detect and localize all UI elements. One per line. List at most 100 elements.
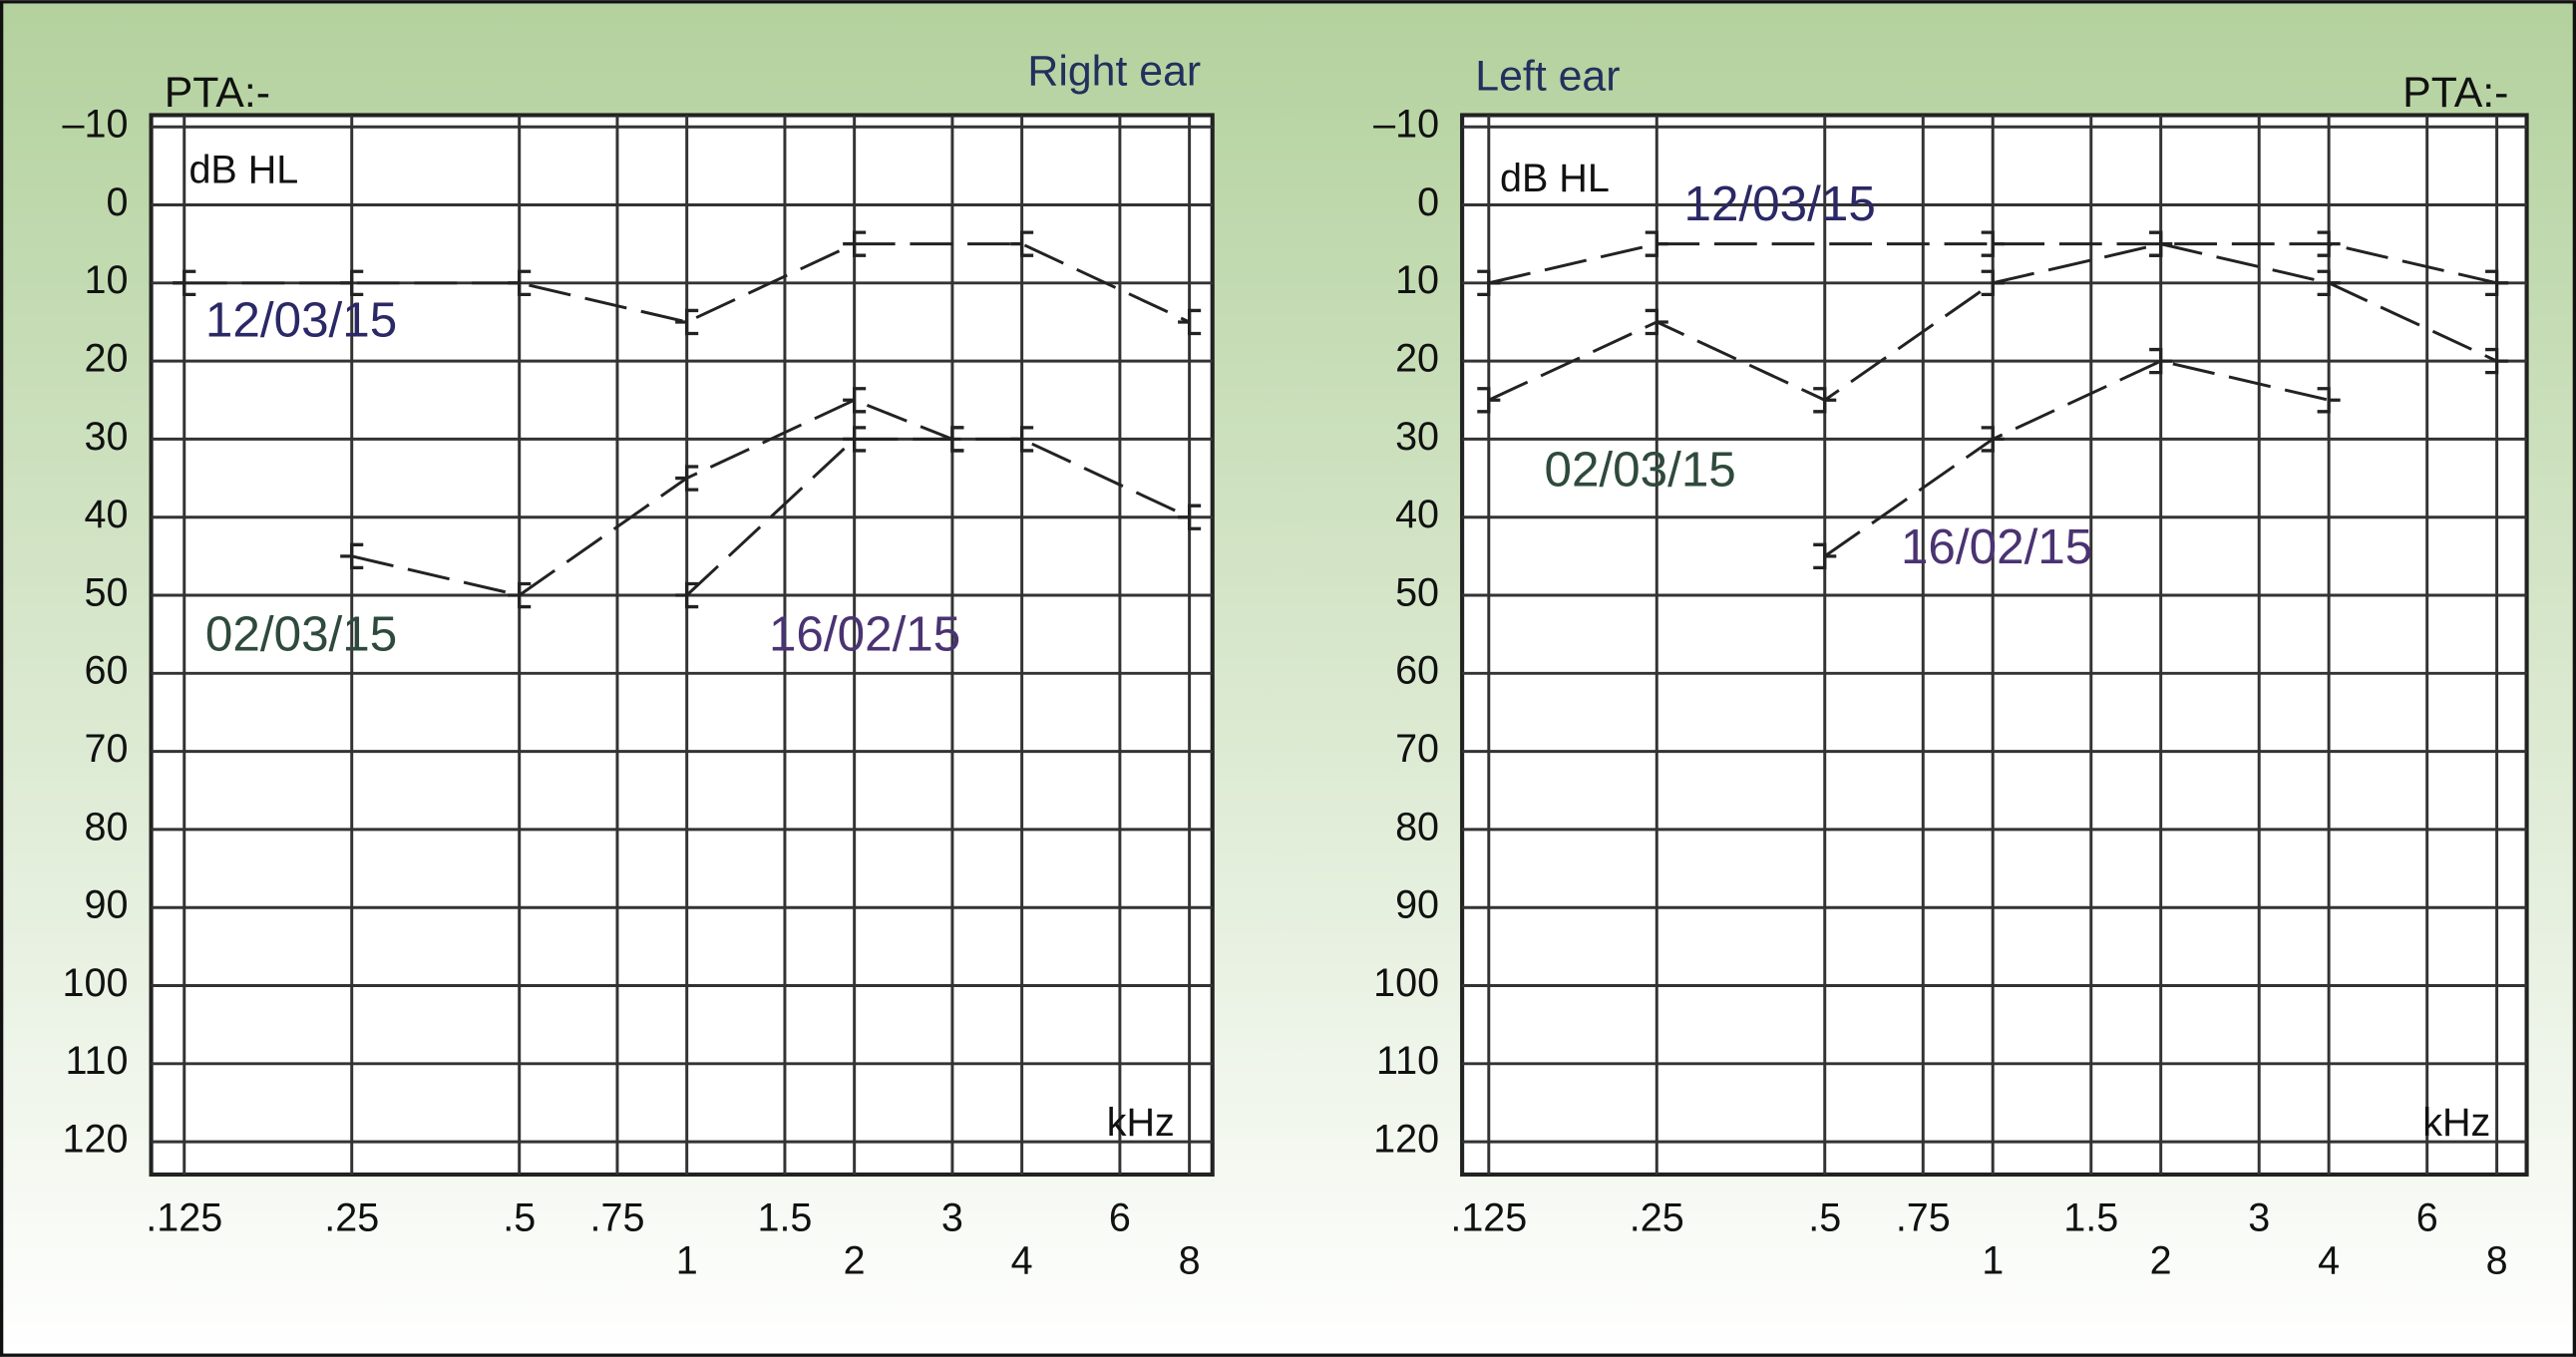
y-tick-label: 50 xyxy=(85,570,129,614)
y-tick-label: 0 xyxy=(107,180,129,224)
x-tick-label: .75 xyxy=(589,1196,644,1240)
y-tick-label: 70 xyxy=(85,727,129,771)
y-tick-label: 0 xyxy=(1417,180,1439,224)
data-marker xyxy=(1477,387,1501,414)
x-tick-label: 1.5 xyxy=(2063,1196,2118,1240)
x-tick-label: .75 xyxy=(1896,1196,1951,1240)
y-axis-label: dB HL xyxy=(188,149,298,192)
data-marker xyxy=(508,269,532,296)
data-marker xyxy=(1010,230,1034,257)
series-label: 16/02/15 xyxy=(769,606,960,661)
y-tick-label: 90 xyxy=(85,883,129,927)
x-tick-label: 8 xyxy=(1179,1238,1201,1282)
data-marker xyxy=(843,230,867,257)
y-tick-label: 80 xyxy=(1395,805,1439,848)
x-tick-label: 6 xyxy=(1109,1196,1131,1240)
x-tick-label: .125 xyxy=(146,1196,222,1240)
x-tick-label: 1 xyxy=(676,1238,698,1282)
series-label: 02/03/15 xyxy=(1544,443,1735,498)
data-marker xyxy=(340,269,364,296)
x-tick-label: .25 xyxy=(1630,1196,1684,1240)
data-marker xyxy=(1981,426,2005,453)
y-tick-label: 120 xyxy=(63,1118,129,1162)
data-marker xyxy=(1645,308,1668,336)
x-tick-label: .5 xyxy=(1808,1196,1841,1240)
y-tick-label: 20 xyxy=(85,337,129,381)
data-marker xyxy=(2149,347,2173,375)
x-tick-label: .25 xyxy=(324,1196,379,1240)
series-line xyxy=(1823,359,2330,558)
data-marker xyxy=(1477,269,1501,296)
data-marker xyxy=(2485,347,2509,375)
data-marker xyxy=(2317,230,2341,257)
data-marker xyxy=(843,387,867,414)
data-marker xyxy=(2317,387,2341,414)
x-tick-label: 8 xyxy=(2486,1238,2508,1282)
data-marker xyxy=(675,581,699,609)
y-tick-label: 60 xyxy=(85,649,129,693)
x-tick-label: .5 xyxy=(503,1196,536,1240)
data-marker xyxy=(508,581,532,609)
data-marker xyxy=(340,542,364,570)
chart-title: Left ear xyxy=(1475,53,1620,101)
x-tick-label: 3 xyxy=(2248,1196,2270,1240)
pta-annotation: PTA:- xyxy=(165,69,270,117)
y-tick-label: 80 xyxy=(85,805,129,848)
y-tick-label: 100 xyxy=(1373,961,1439,1005)
data-marker xyxy=(2317,269,2341,296)
series-label: 02/03/15 xyxy=(205,606,397,661)
data-marker xyxy=(1813,542,1837,570)
y-tick-label: 60 xyxy=(1395,649,1439,693)
y-tick-label: 30 xyxy=(1395,415,1439,459)
x-tick-label: 3 xyxy=(941,1196,963,1240)
y-tick-label: 110 xyxy=(1376,1039,1439,1083)
y-tick-label: 120 xyxy=(1373,1118,1439,1162)
data-marker xyxy=(2149,230,2173,257)
series-line xyxy=(1488,242,2497,285)
x-tick-label: 6 xyxy=(2416,1196,2438,1240)
y-tick-label: 30 xyxy=(85,415,129,459)
y-tick-label: 10 xyxy=(85,258,129,302)
x-tick-label: 1.5 xyxy=(757,1196,812,1240)
data-marker xyxy=(675,465,699,492)
y-tick-label: 40 xyxy=(85,493,129,536)
x-axis-label: kHz xyxy=(1107,1101,1175,1145)
data-marker xyxy=(173,269,196,296)
y-tick-label: 100 xyxy=(63,961,129,1005)
y-tick-label: 20 xyxy=(1395,337,1439,381)
x-axis-label: kHz xyxy=(2422,1101,2490,1145)
chart-title: Right ear xyxy=(1027,48,1201,96)
y-axis-label: dB HL xyxy=(1500,157,1610,200)
data-marker xyxy=(1178,308,1202,336)
x-tick-label: .125 xyxy=(1450,1196,1527,1240)
y-tick-label: –10 xyxy=(1373,103,1439,147)
data-marker xyxy=(1645,230,1668,257)
data-marker xyxy=(940,426,964,453)
y-tick-label: –10 xyxy=(63,103,129,147)
x-tick-label: 2 xyxy=(844,1238,866,1282)
x-tick-label: 1 xyxy=(1982,1238,2004,1282)
data-marker xyxy=(1178,504,1202,530)
series-label: 16/02/15 xyxy=(1901,519,2092,574)
x-tick-label: 2 xyxy=(2150,1238,2172,1282)
data-marker xyxy=(1981,230,2005,257)
data-marker xyxy=(843,426,867,453)
x-tick-label: 4 xyxy=(1011,1238,1033,1282)
series-label: 12/03/15 xyxy=(1684,176,1876,231)
series-label: 12/03/15 xyxy=(205,293,397,348)
pta-annotation: PTA:- xyxy=(2402,69,2508,117)
y-tick-label: 50 xyxy=(1395,570,1439,614)
series-line xyxy=(685,437,952,597)
data-marker xyxy=(1813,387,1837,414)
y-tick-label: 40 xyxy=(1395,493,1439,536)
y-tick-label: 90 xyxy=(1395,883,1439,927)
data-marker xyxy=(1010,426,1034,453)
y-tick-label: 110 xyxy=(65,1039,128,1083)
x-tick-label: 4 xyxy=(2318,1238,2340,1282)
data-marker xyxy=(675,308,699,336)
data-marker xyxy=(1981,269,2005,296)
y-tick-label: 10 xyxy=(1395,258,1439,302)
y-tick-label: 70 xyxy=(1395,727,1439,771)
plot-area xyxy=(149,113,1215,1178)
